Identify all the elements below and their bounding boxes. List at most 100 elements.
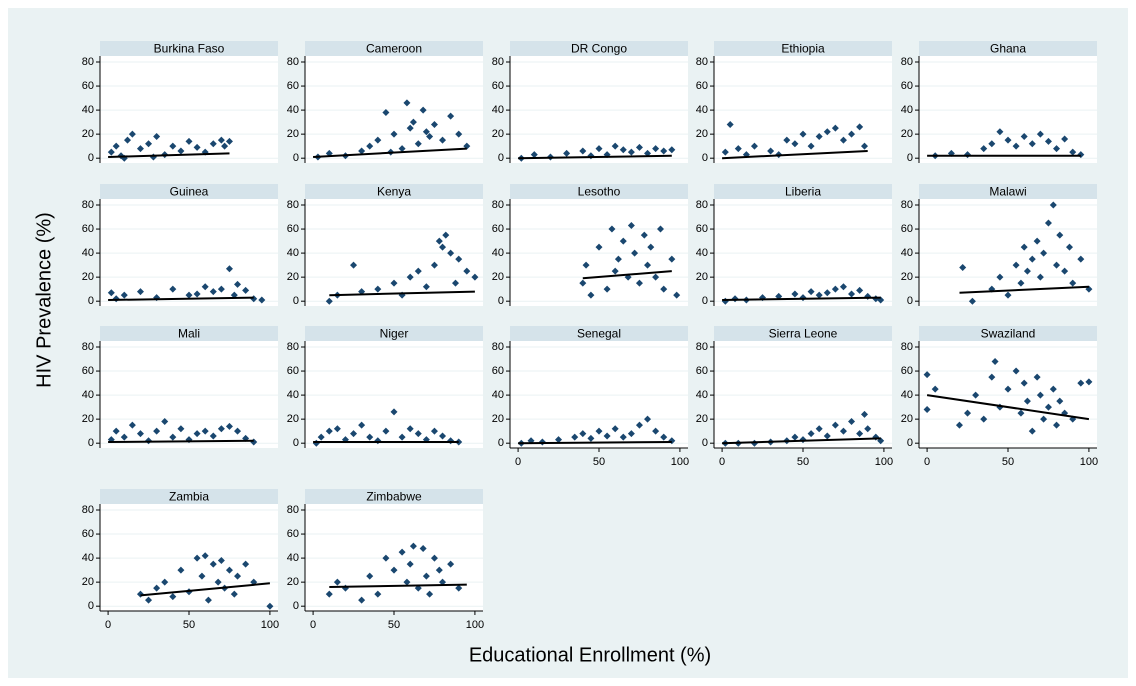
point xyxy=(799,130,807,138)
x-tick-label: 0 xyxy=(515,456,521,468)
point xyxy=(530,151,538,159)
point xyxy=(234,427,242,435)
point xyxy=(153,427,161,435)
point xyxy=(430,554,438,562)
point xyxy=(595,427,603,435)
point xyxy=(972,391,980,399)
point xyxy=(734,145,742,153)
y-tick-label: 40 xyxy=(492,104,504,116)
y-tick-label: 40 xyxy=(901,247,913,259)
panel-title: Liberia xyxy=(785,185,821,199)
point xyxy=(217,285,225,293)
strip xyxy=(100,326,278,341)
point xyxy=(1033,373,1041,381)
fit-line xyxy=(926,394,1090,421)
y-tick-label: 40 xyxy=(82,552,94,564)
fit-line xyxy=(329,290,475,297)
plot-area xyxy=(919,56,1097,163)
point xyxy=(791,140,799,148)
point xyxy=(1004,291,1012,299)
point xyxy=(1040,249,1048,257)
point xyxy=(358,596,366,604)
point xyxy=(991,357,999,365)
point xyxy=(382,554,390,562)
point xyxy=(406,425,414,433)
point xyxy=(463,267,471,275)
plot-area xyxy=(100,56,278,163)
point xyxy=(120,433,128,441)
point xyxy=(426,590,434,598)
point xyxy=(442,231,450,239)
point xyxy=(1036,273,1044,281)
point xyxy=(980,415,988,423)
point xyxy=(177,425,185,433)
point xyxy=(923,371,931,379)
panel-title: Cameroon xyxy=(366,42,422,56)
point xyxy=(750,142,758,150)
y-tick-label: 20 xyxy=(287,576,299,588)
point xyxy=(1049,201,1057,209)
x-tick-label: 0 xyxy=(924,456,930,468)
point xyxy=(1036,130,1044,138)
strip xyxy=(100,41,278,56)
point xyxy=(382,427,390,435)
y-tick-label: 20 xyxy=(696,128,708,140)
point xyxy=(225,422,233,430)
point xyxy=(807,288,815,296)
point xyxy=(403,578,411,586)
y-tick-label: 20 xyxy=(287,271,299,283)
point xyxy=(726,121,734,129)
point xyxy=(422,283,430,291)
y-tick-label: 60 xyxy=(696,80,708,92)
point xyxy=(644,261,652,269)
point xyxy=(673,291,681,299)
point xyxy=(217,425,225,433)
x-tick-label: 0 xyxy=(105,619,111,631)
point xyxy=(1004,136,1012,144)
point xyxy=(358,421,366,429)
point xyxy=(856,430,864,438)
y-tick-label: 20 xyxy=(82,576,94,588)
strip xyxy=(100,489,278,504)
point xyxy=(258,296,266,304)
y-tick-label: 60 xyxy=(82,528,94,540)
point xyxy=(414,430,422,438)
point xyxy=(161,578,169,586)
point xyxy=(107,289,115,297)
point xyxy=(856,123,864,131)
point xyxy=(791,433,799,441)
strip xyxy=(510,184,688,199)
point xyxy=(185,291,193,299)
x-tick-label: 50 xyxy=(1002,456,1014,468)
fit-line xyxy=(313,147,467,158)
plot-area xyxy=(919,341,1097,448)
point xyxy=(964,409,972,417)
panel-title: Malawi xyxy=(989,185,1026,199)
point xyxy=(409,118,417,126)
fit-line xyxy=(959,285,1089,294)
y-tick-label: 60 xyxy=(287,528,299,540)
point xyxy=(619,433,627,441)
y-tick-label: 20 xyxy=(287,128,299,140)
point xyxy=(1065,243,1073,251)
point xyxy=(721,148,729,156)
y-tick-label: 20 xyxy=(696,271,708,283)
point xyxy=(988,373,996,381)
point xyxy=(325,297,333,305)
strip xyxy=(919,326,1097,341)
point xyxy=(831,124,839,132)
point xyxy=(451,279,459,287)
point xyxy=(439,432,447,440)
point xyxy=(1056,397,1064,405)
point xyxy=(204,596,212,604)
y-tick-label: 60 xyxy=(82,80,94,92)
point xyxy=(635,421,643,429)
y-tick-label: 80 xyxy=(287,341,299,353)
point xyxy=(447,560,455,568)
point xyxy=(1020,379,1028,387)
plot-area xyxy=(100,341,278,448)
y-tick-label: 40 xyxy=(696,247,708,259)
y-tick-label: 60 xyxy=(696,365,708,377)
strip xyxy=(919,184,1097,199)
